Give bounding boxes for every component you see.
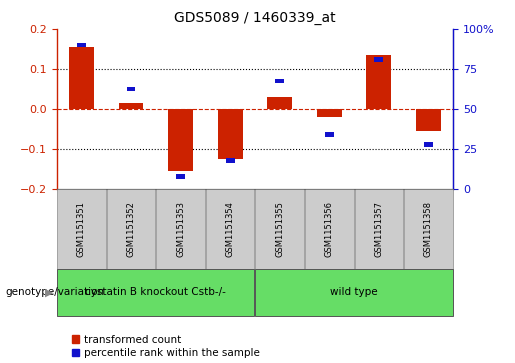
- Bar: [69, 47, 94, 109]
- Bar: [325, 132, 334, 137]
- Bar: [218, 109, 243, 159]
- Text: ▶: ▶: [45, 287, 53, 297]
- Bar: [176, 174, 185, 179]
- Title: GDS5089 / 1460339_at: GDS5089 / 1460339_at: [174, 11, 336, 25]
- Text: GSM1151356: GSM1151356: [325, 201, 334, 257]
- Text: GSM1151352: GSM1151352: [127, 201, 135, 257]
- Bar: [317, 109, 341, 117]
- Bar: [77, 42, 86, 48]
- Bar: [267, 97, 292, 109]
- Legend: transformed count, percentile rank within the sample: transformed count, percentile rank withi…: [72, 335, 260, 358]
- Text: GSM1151354: GSM1151354: [226, 201, 235, 257]
- Text: GSM1151353: GSM1151353: [176, 201, 185, 257]
- Bar: [416, 109, 441, 131]
- Bar: [275, 78, 284, 83]
- Bar: [118, 103, 143, 109]
- Text: GSM1151351: GSM1151351: [77, 201, 86, 257]
- Text: GSM1151355: GSM1151355: [275, 201, 284, 257]
- Text: wild type: wild type: [330, 287, 378, 297]
- Text: GSM1151357: GSM1151357: [374, 201, 383, 257]
- Bar: [168, 109, 193, 171]
- Text: GSM1151358: GSM1151358: [424, 201, 433, 257]
- Bar: [226, 158, 235, 163]
- Text: genotype/variation: genotype/variation: [5, 287, 104, 297]
- Text: cystatin B knockout Cstb-/-: cystatin B knockout Cstb-/-: [85, 287, 226, 297]
- Bar: [374, 57, 383, 62]
- Bar: [127, 86, 135, 91]
- Bar: [367, 55, 391, 109]
- Bar: [424, 142, 433, 147]
